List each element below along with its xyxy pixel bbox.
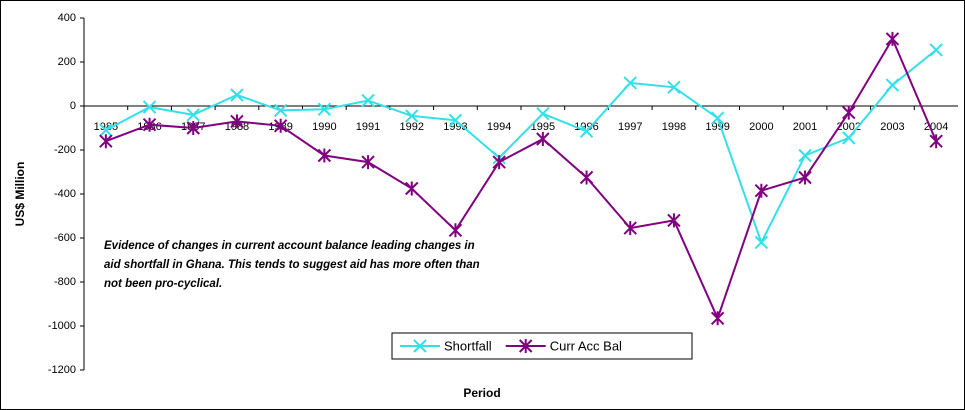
x-tick-label: 1999 <box>705 121 729 133</box>
data-marker <box>710 311 725 326</box>
data-marker <box>710 111 725 125</box>
y-tick-label: 0 <box>70 100 76 112</box>
x-tick-label: 2003 <box>880 121 904 133</box>
legend <box>391 332 693 360</box>
data-marker <box>579 170 594 185</box>
x-tick-label: 2004 <box>924 121 948 133</box>
x-tick-label: 1990 <box>312 121 336 133</box>
annotation: not been pro-cyclical. <box>104 278 222 290</box>
data-marker <box>230 114 244 129</box>
data-marker <box>186 121 200 135</box>
y-tick-label: 200 <box>58 56 76 68</box>
data-marker <box>405 109 419 123</box>
data-marker <box>667 80 681 95</box>
data-marker <box>230 88 244 102</box>
data-marker <box>99 123 113 137</box>
data-marker <box>798 148 812 163</box>
data-marker <box>842 131 856 145</box>
data-marker <box>536 132 550 146</box>
y-tick-label: -400 <box>54 188 76 200</box>
data-marker <box>317 148 332 163</box>
series-line <box>105 36 938 322</box>
data-marker <box>536 106 550 121</box>
annotation: aid shortfall in Ghana. This tends to su… <box>104 259 480 271</box>
data-marker <box>623 221 637 236</box>
y-tick-label: -1200 <box>48 364 76 376</box>
x-tick-label: 1992 <box>400 121 424 133</box>
data-marker <box>623 76 637 90</box>
data-marker <box>186 108 200 122</box>
data-marker <box>885 31 900 46</box>
legend-marker <box>413 339 427 353</box>
data-marker <box>99 134 113 149</box>
y-tick-label: -200 <box>54 144 76 156</box>
x-tick-label: 2001 <box>793 121 817 133</box>
x-tick-label: 1994 <box>487 121 511 133</box>
data-marker <box>273 118 288 133</box>
data-marker <box>448 223 463 238</box>
y-tick-label: 400 <box>58 12 76 24</box>
x-tick-label: 1991 <box>356 121 380 133</box>
x-tick-label: 1998 <box>662 121 686 133</box>
data-marker <box>273 103 288 118</box>
annotation: Evidence of changes in current account b… <box>104 240 475 252</box>
data-marker <box>798 170 812 185</box>
data-marker <box>405 181 419 196</box>
legend-label: Curr Acc Bal <box>550 338 622 353</box>
x-tick-label: 2000 <box>749 121 773 133</box>
x-tick-label: 1985 <box>94 121 118 133</box>
data-marker <box>361 93 375 108</box>
data-marker <box>842 105 856 120</box>
data-marker <box>579 124 594 139</box>
data-marker <box>361 155 375 170</box>
data-marker <box>492 155 506 170</box>
legend-label: Shortfall <box>444 338 492 353</box>
x-tick-label: 1997 <box>618 121 642 133</box>
y-tick-label: -1000 <box>48 320 76 332</box>
x-tick-label: 1993 <box>443 121 467 133</box>
x-axis-title: Period <box>463 386 500 400</box>
data-marker <box>885 78 900 92</box>
y-tick-label: -800 <box>54 276 76 288</box>
data-marker <box>929 134 943 149</box>
data-marker <box>448 113 463 128</box>
data-marker <box>754 183 769 198</box>
data-marker <box>142 100 157 114</box>
data-marker <box>667 213 681 228</box>
data-marker <box>929 43 943 57</box>
legend-marker <box>518 339 533 353</box>
series-line <box>105 49 937 245</box>
y-tick-label: -600 <box>54 232 76 244</box>
data-marker <box>142 117 157 132</box>
x-tick-label: 1995 <box>531 121 555 133</box>
data-marker <box>754 235 769 250</box>
y-axis-title: US$ Million <box>13 162 27 227</box>
data-marker <box>317 102 332 117</box>
